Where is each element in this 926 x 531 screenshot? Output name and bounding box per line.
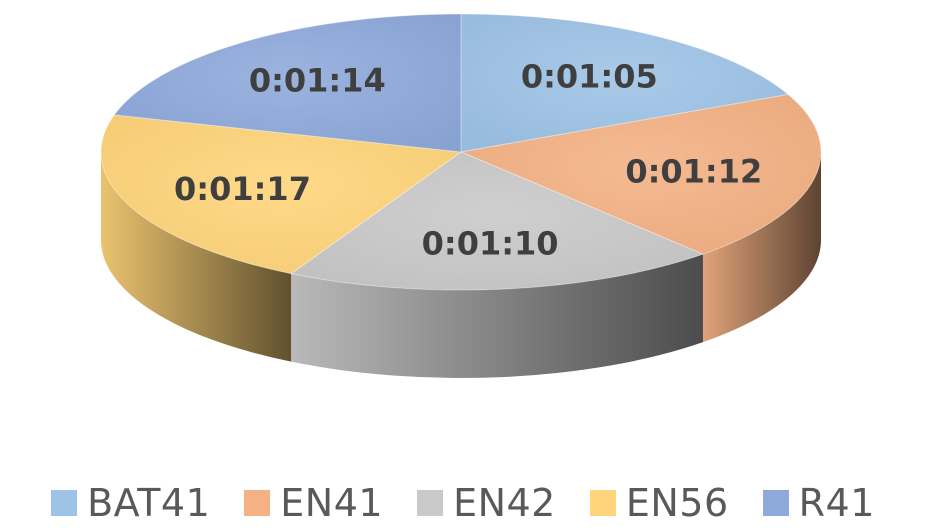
pie-slice-bat41 bbox=[460, 13, 790, 153]
legend-item: R41 bbox=[762, 481, 875, 525]
legend-item: EN41 bbox=[244, 481, 383, 525]
pie-value-label: 0:01:05 bbox=[521, 57, 658, 95]
legend-label: EN56 bbox=[625, 481, 729, 525]
pie-slice-en41 bbox=[459, 93, 822, 255]
pie-data-labels: 0:01:05 0:01:12 0:01:10 0:01:17 0:01:14 bbox=[174, 57, 762, 262]
legend-item: EN42 bbox=[417, 481, 556, 525]
pie-slice-side-en41 bbox=[702, 152, 821, 343]
legend-label: EN41 bbox=[280, 481, 384, 525]
pie-side-walls bbox=[100, 152, 821, 378]
legend-swatch bbox=[244, 490, 271, 516]
pie-slice-side-en56 bbox=[100, 152, 292, 362]
pie-slice-side-en42 bbox=[291, 254, 703, 378]
legend-label: R41 bbox=[798, 481, 875, 525]
pie-value-label: 0:01:14 bbox=[249, 62, 386, 100]
legend-label: BAT41 bbox=[87, 481, 211, 525]
legend-label: EN42 bbox=[453, 481, 556, 525]
pie-slice-r41 bbox=[113, 13, 462, 153]
legend-swatch bbox=[51, 490, 78, 516]
pie-value-label: 0:01:17 bbox=[174, 170, 311, 208]
pie-value-label: 0:01:10 bbox=[422, 224, 559, 262]
pie-slice-en42 bbox=[289, 151, 705, 291]
chart-legend: BAT41 EN41 EN42 EN56 R41 bbox=[0, 478, 926, 528]
legend-swatch bbox=[762, 490, 789, 516]
legend-swatch bbox=[417, 490, 444, 516]
pie-value-label: 0:01:12 bbox=[625, 152, 762, 190]
pie-top-faces bbox=[100, 13, 822, 291]
legend-swatch bbox=[589, 490, 616, 516]
pie-slice-en56 bbox=[100, 114, 463, 275]
legend-item: BAT41 bbox=[51, 481, 210, 525]
legend-item: EN56 bbox=[589, 481, 729, 525]
